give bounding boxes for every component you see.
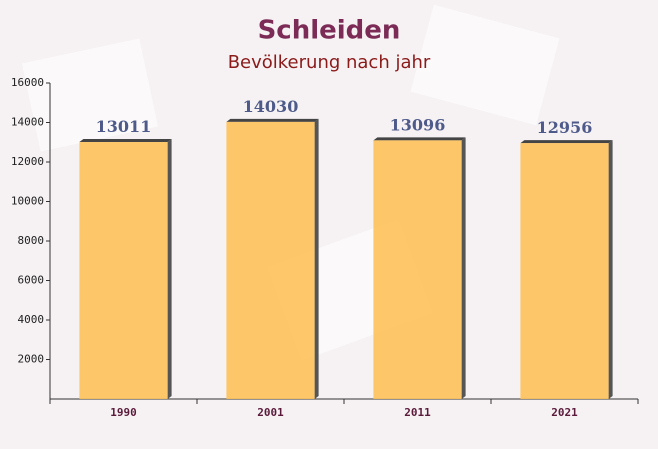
y-tick-label: 16000 <box>11 76 44 89</box>
value-label: 14030 <box>243 97 299 116</box>
y-tick-label: 8000 <box>18 234 45 247</box>
bar-shadow <box>461 137 466 399</box>
bar <box>79 142 168 399</box>
y-tick-label: 10000 <box>11 195 44 208</box>
bar-shadow <box>226 118 319 122</box>
chart-subtitle: Bevölkerung nach jahr <box>228 52 431 73</box>
value-label: 13011 <box>96 117 152 136</box>
bar <box>226 121 315 399</box>
y-tick-label: 14000 <box>11 116 44 129</box>
value-label: 13096 <box>390 115 446 134</box>
x-tick-label: 2001 <box>257 406 284 419</box>
y-tick-label: 12000 <box>11 155 44 168</box>
y-tick-label: 6000 <box>18 274 45 287</box>
chart-title: Schleiden <box>258 16 401 46</box>
bar-shadow <box>167 139 172 399</box>
bar-shadow <box>373 137 466 141</box>
bar-shadow <box>79 139 172 143</box>
bg-pattern <box>21 38 159 152</box>
bg-pattern <box>410 4 560 126</box>
y-tick-label: 4000 <box>18 313 45 326</box>
bar-shadow <box>314 118 319 399</box>
value-label: 12956 <box>537 118 593 137</box>
y-tick-label: 2000 <box>18 353 45 366</box>
bar-shadow <box>520 140 613 144</box>
bar <box>373 140 462 399</box>
x-tick-label: 2021 <box>551 406 578 419</box>
bar <box>520 143 609 399</box>
x-tick-label: 2011 <box>404 406 431 419</box>
bar-shadow <box>608 140 613 399</box>
x-tick-label: 1990 <box>110 406 137 419</box>
